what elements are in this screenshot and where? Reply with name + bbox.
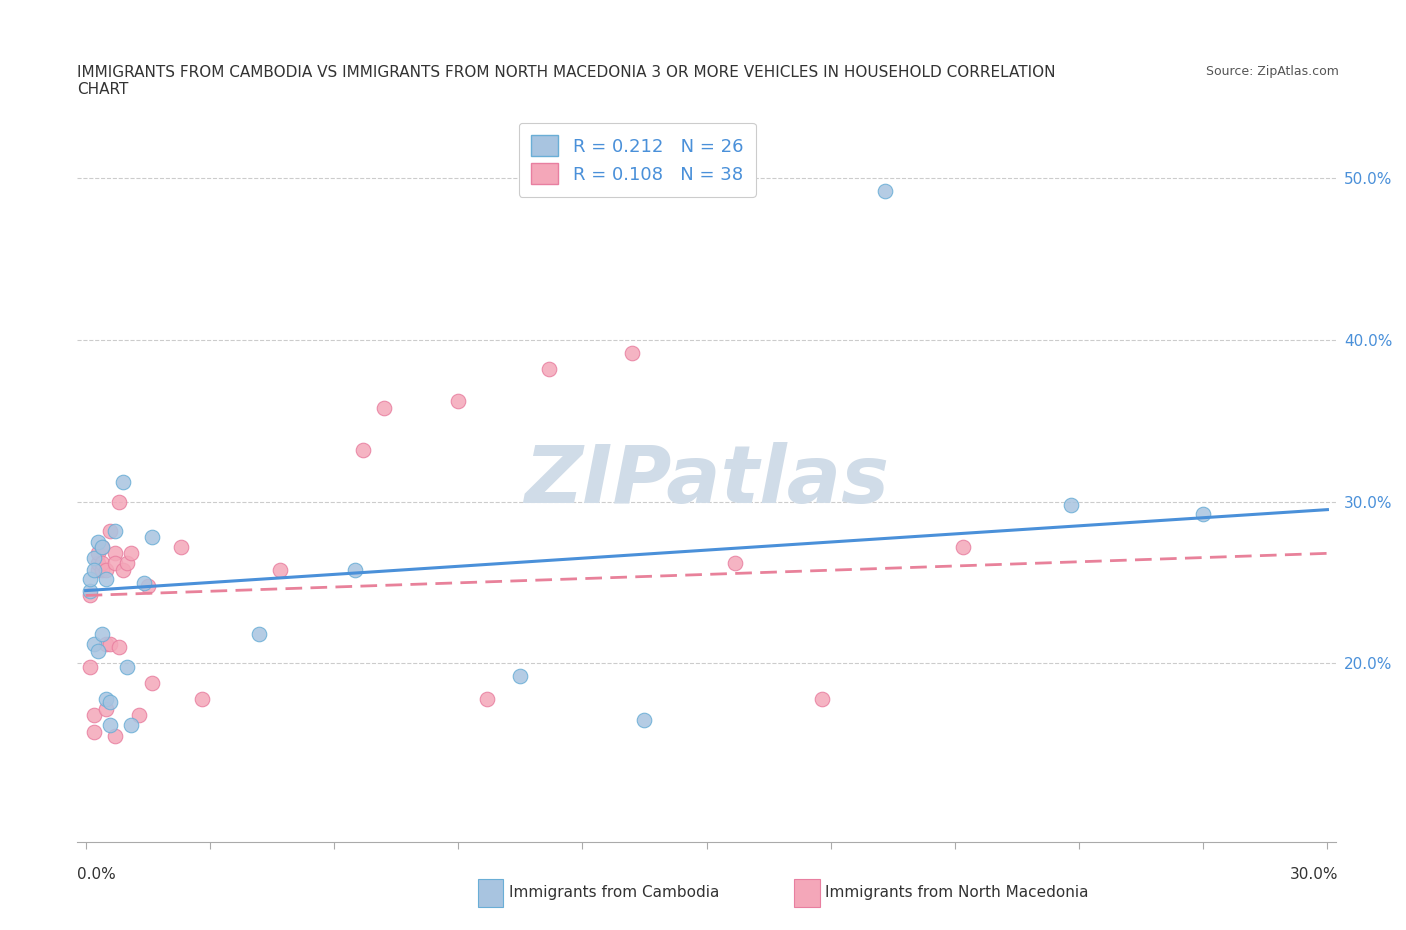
- Text: Source: ZipAtlas.com: Source: ZipAtlas.com: [1205, 65, 1339, 78]
- Text: ZIPatlas: ZIPatlas: [524, 443, 889, 520]
- Point: [87, 546, 110, 561]
- Text: Immigrants from Cambodia: Immigrants from Cambodia: [509, 885, 720, 900]
- Point: [79, 588, 101, 603]
- Point: [538, 361, 561, 376]
- Point: [170, 539, 193, 554]
- Point: [447, 393, 470, 408]
- Point: [83, 551, 105, 565]
- Point: [91, 539, 114, 554]
- Point: [373, 400, 395, 415]
- Point: [107, 640, 129, 655]
- Point: [103, 524, 125, 538]
- Point: [343, 562, 366, 577]
- Text: IMMIGRANTS FROM CAMBODIA VS IMMIGRANTS FROM NORTH MACEDONIA 3 OR MORE VEHICLES I: IMMIGRANTS FROM CAMBODIA VS IMMIGRANTS F…: [77, 65, 1056, 80]
- Point: [100, 637, 122, 652]
- Point: [120, 718, 142, 733]
- Point: [115, 659, 138, 674]
- Point: [87, 562, 110, 577]
- Point: [621, 345, 644, 360]
- Point: [509, 669, 531, 684]
- Point: [103, 546, 125, 561]
- Legend: R = 0.212   N = 26, R = 0.108   N = 38: R = 0.212 N = 26, R = 0.108 N = 38: [519, 123, 756, 197]
- Point: [100, 718, 122, 733]
- Point: [107, 494, 129, 509]
- Point: [873, 183, 896, 198]
- Point: [475, 692, 498, 707]
- Point: [111, 562, 134, 577]
- Point: [141, 675, 163, 690]
- Point: [96, 637, 118, 652]
- Point: [115, 555, 138, 570]
- Text: 0.0%: 0.0%: [77, 867, 117, 882]
- Point: [249, 627, 271, 642]
- Point: [96, 692, 118, 707]
- Point: [141, 530, 163, 545]
- Point: [352, 443, 374, 458]
- Point: [1192, 507, 1215, 522]
- Point: [633, 712, 655, 727]
- Point: [132, 575, 155, 590]
- Point: [952, 539, 974, 554]
- Point: [100, 524, 122, 538]
- Point: [79, 572, 101, 587]
- Point: [1060, 498, 1083, 512]
- Point: [96, 572, 118, 587]
- Point: [91, 562, 114, 577]
- Point: [96, 562, 118, 577]
- Point: [103, 729, 125, 744]
- Point: [91, 555, 114, 570]
- Point: [87, 535, 110, 550]
- Point: [83, 724, 105, 739]
- Point: [269, 562, 291, 577]
- Point: [83, 637, 105, 652]
- Point: [91, 627, 114, 642]
- Point: [100, 695, 122, 710]
- Point: [83, 708, 105, 723]
- Text: CHART: CHART: [77, 82, 129, 97]
- Point: [87, 555, 110, 570]
- Point: [103, 555, 125, 570]
- Point: [128, 708, 150, 723]
- Point: [79, 659, 101, 674]
- Text: 30.0%: 30.0%: [1291, 867, 1339, 882]
- Point: [79, 583, 101, 598]
- Text: Immigrants from North Macedonia: Immigrants from North Macedonia: [825, 885, 1088, 900]
- Point: [136, 578, 159, 593]
- Point: [91, 539, 114, 554]
- Point: [811, 692, 834, 707]
- Point: [83, 562, 105, 577]
- Point: [120, 546, 142, 561]
- Point: [87, 643, 110, 658]
- Point: [724, 555, 747, 570]
- Point: [96, 701, 118, 716]
- Point: [190, 692, 212, 707]
- Point: [111, 474, 134, 489]
